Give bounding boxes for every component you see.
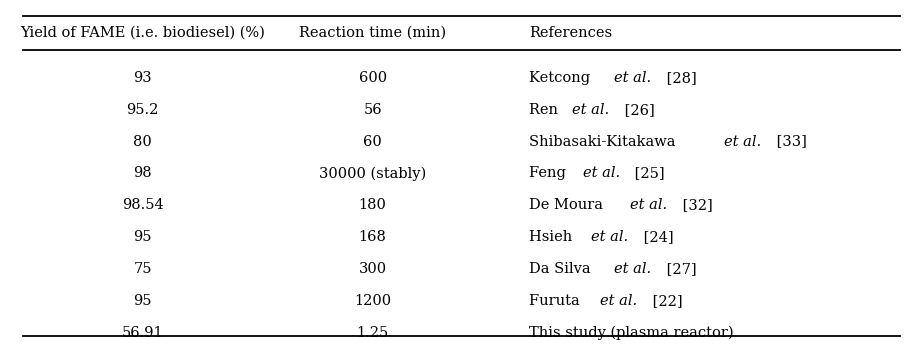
Text: et al.: et al.	[572, 103, 609, 117]
Text: 56: 56	[363, 103, 381, 117]
Text: [27]: [27]	[662, 262, 697, 276]
Text: [33]: [33]	[771, 135, 806, 148]
Text: [22]: [22]	[648, 294, 682, 308]
Text: et al.: et al.	[613, 71, 651, 85]
Text: Ketcong: Ketcong	[528, 71, 594, 85]
Text: [24]: [24]	[638, 230, 673, 244]
Text: 56.91: 56.91	[121, 326, 164, 339]
Text: 60: 60	[363, 135, 381, 148]
Text: [32]: [32]	[677, 198, 712, 212]
Text: 600: 600	[358, 71, 386, 85]
Text: 1.25: 1.25	[356, 326, 389, 339]
Text: De Moura: De Moura	[528, 198, 607, 212]
Text: 30000 (stably): 30000 (stably)	[319, 166, 425, 181]
Text: 93: 93	[133, 71, 152, 85]
Text: et al.: et al.	[582, 166, 619, 180]
Text: [26]: [26]	[619, 103, 654, 117]
Text: Reaction time (min): Reaction time (min)	[299, 26, 446, 40]
Text: et al.: et al.	[614, 262, 651, 276]
Text: [28]: [28]	[661, 71, 696, 85]
Text: et al.: et al.	[630, 198, 667, 212]
Text: et al.: et al.	[723, 135, 760, 148]
Text: 95.2: 95.2	[126, 103, 159, 117]
Text: 75: 75	[133, 262, 152, 276]
Text: 95: 95	[133, 230, 152, 244]
Text: 95: 95	[133, 294, 152, 308]
Text: Hsieh: Hsieh	[528, 230, 576, 244]
Text: 98: 98	[133, 166, 152, 180]
Text: Furuta: Furuta	[528, 294, 584, 308]
Text: This study (plasma reactor): This study (plasma reactor)	[528, 325, 732, 340]
Text: et al.: et al.	[590, 230, 627, 244]
Text: Shibasaki-Kitakawa: Shibasaki-Kitakawa	[528, 135, 679, 148]
Text: References: References	[528, 26, 611, 40]
Text: [25]: [25]	[630, 166, 664, 180]
Text: 1200: 1200	[354, 294, 391, 308]
Text: Feng: Feng	[528, 166, 570, 180]
Text: 180: 180	[358, 198, 386, 212]
Text: 98.54: 98.54	[121, 198, 164, 212]
Text: 168: 168	[358, 230, 386, 244]
Text: Ren: Ren	[528, 103, 562, 117]
Text: 80: 80	[133, 135, 152, 148]
Text: Yield of FAME (i.e. biodiesel) (%): Yield of FAME (i.e. biodiesel) (%)	[20, 26, 265, 40]
Text: 300: 300	[358, 262, 386, 276]
Text: et al.: et al.	[600, 294, 637, 308]
Text: Da Silva: Da Silva	[528, 262, 595, 276]
